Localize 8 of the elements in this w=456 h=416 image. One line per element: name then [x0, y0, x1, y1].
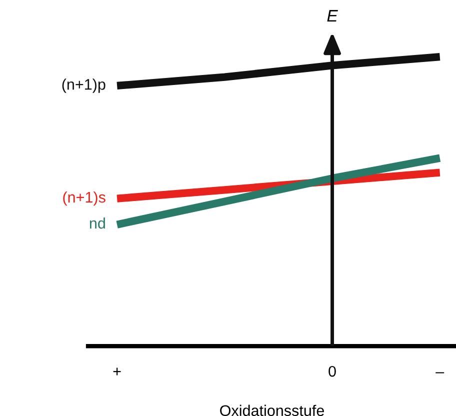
x-tick-label: + — [113, 368, 121, 376]
series-label: (n+1)p — [62, 78, 106, 93]
x-tick-label: 0 — [328, 366, 336, 377]
x-tick-label: – — [436, 372, 444, 374]
series-label: (n+1)s — [63, 191, 106, 206]
x-axis-title: Oxidationsstufe — [220, 404, 324, 416]
series-label: nd — [90, 217, 105, 229]
y-axis-title: E — [327, 10, 338, 22]
